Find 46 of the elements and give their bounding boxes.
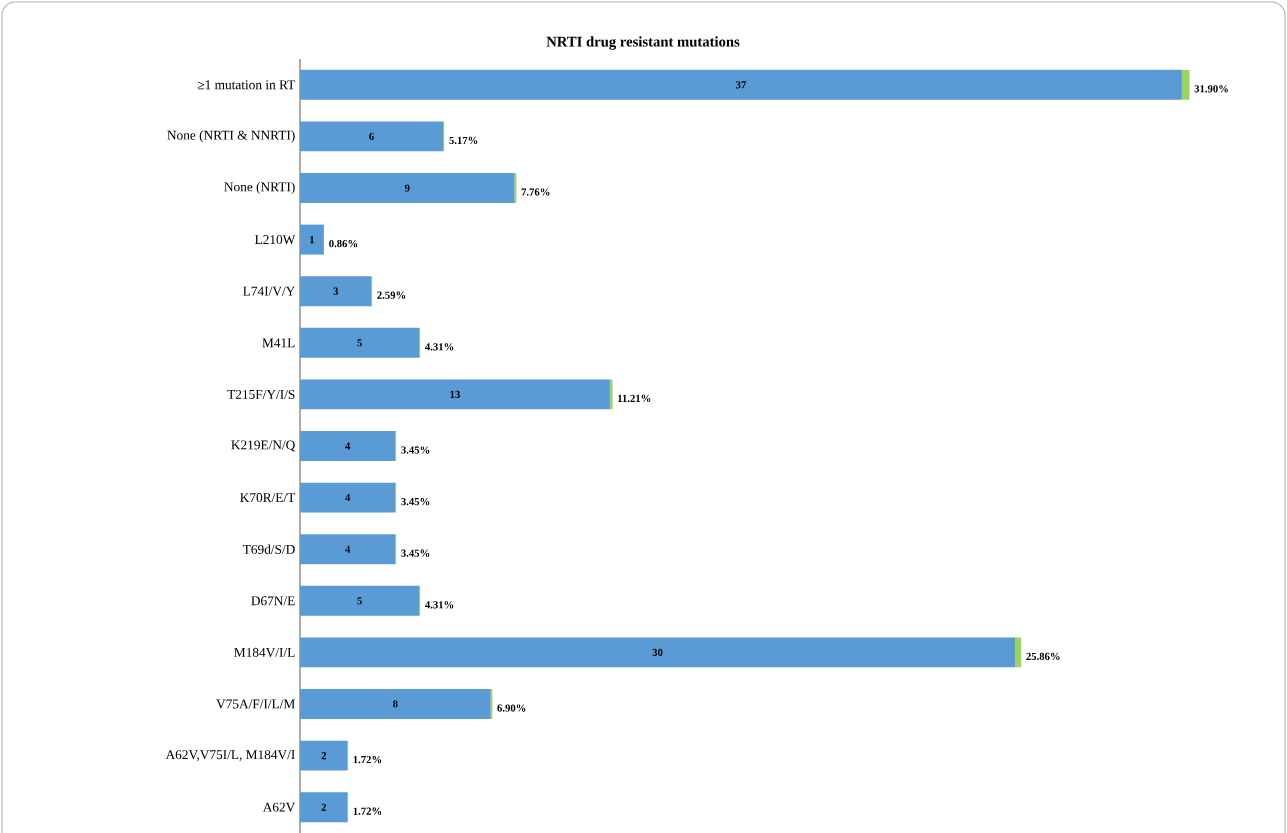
data-label: 4 (345, 545, 351, 553)
data-label: 0.86% (329, 239, 358, 248)
data-label: 4.31% (425, 601, 454, 609)
y-tick-label: None (NRTI & NNRTI) (167, 130, 295, 143)
data-label: 4 (345, 494, 351, 502)
data-label: 30 (652, 648, 663, 657)
y-tick-label: A62V (262, 802, 296, 812)
data-label: 9 (404, 184, 410, 192)
data-label: 3.45% (401, 497, 430, 506)
y-tick-label: None (NRTI) (224, 181, 295, 195)
data-label: 5 (357, 597, 362, 605)
y-tick-label: K219E/N/Q (231, 440, 296, 452)
data-label: 8 (393, 700, 398, 708)
data-label: 13 (450, 390, 460, 398)
data-label: 31.90% (1194, 85, 1228, 93)
data-label: 1 (310, 236, 315, 244)
y-tick-label: M41L (262, 338, 295, 348)
data-label: 2 (321, 803, 327, 811)
data-label: 2 (321, 752, 327, 760)
data-label: 3.45% (401, 446, 430, 454)
y-tick-label: T215F/Y/I/S (227, 389, 295, 399)
data-label: 6 (369, 132, 374, 140)
y-tick-label: K70R/E/T (240, 493, 296, 503)
data-label: 4 (345, 442, 351, 450)
data-label: 1.72% (353, 755, 382, 764)
data-label: 2.59% (377, 291, 406, 299)
data-label: 5 (357, 339, 362, 347)
y-tick-label: L74I/V/Y (243, 286, 295, 296)
y-tick-label: A62V,V75I/L, M184V/I (165, 750, 295, 762)
y-tick-label: ≥1 mutation in RT (197, 80, 296, 90)
data-label: 3 (333, 287, 339, 295)
y-tick-label: M184V/I/L (234, 647, 295, 657)
data-label: 5.17% (449, 136, 478, 145)
y-tick-label: L210W (254, 235, 296, 245)
data-label: 37 (736, 81, 747, 89)
y-tick-label: D67N/E (251, 596, 295, 606)
data-label: 1.72% (353, 807, 382, 815)
y-tick-label: T69d/S/D (242, 544, 295, 554)
data-label: 7.76% (521, 188, 550, 196)
chart-title: NRTI drug resistant mutations (546, 36, 740, 50)
data-label: 3.45% (401, 549, 430, 557)
data-label: 11.21% (618, 394, 651, 403)
y-tick-label: V75A/F/I/L/M (216, 699, 295, 709)
data-label: 4.31% (425, 343, 454, 351)
data-label: 6.90% (497, 704, 526, 712)
data-label: 25.86% (1026, 652, 1060, 661)
